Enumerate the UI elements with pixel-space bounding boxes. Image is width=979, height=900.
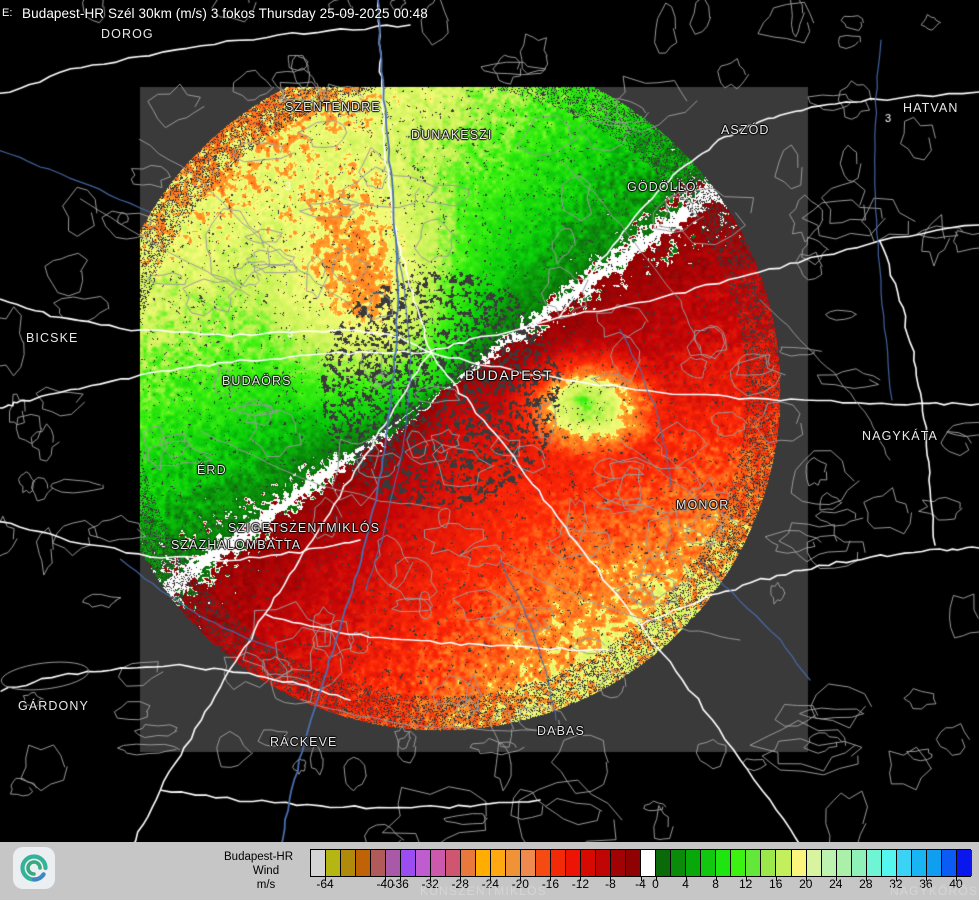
colorbar-tick-label: -64: [316, 877, 334, 891]
colorbar-swatch[interactable]: [536, 850, 552, 876]
colorbar-tick-label: -28: [451, 877, 469, 891]
colorbar-swatch[interactable]: [416, 850, 432, 876]
colorbar-swatch[interactable]: [596, 850, 612, 876]
colorbar-swatch[interactable]: [461, 850, 477, 876]
colorbar-swatch[interactable]: [716, 850, 732, 876]
colorbar-swatch[interactable]: [836, 850, 852, 876]
colorbar-swatch[interactable]: [326, 850, 342, 876]
colorbar-swatch[interactable]: [311, 850, 327, 876]
colorbar-tick-label: 40: [949, 877, 963, 891]
colorbar-swatch[interactable]: [641, 850, 657, 876]
colorbar-tick-label: 0: [652, 877, 659, 891]
colorbar-tick-label: -8: [605, 877, 616, 891]
colorbar-swatch[interactable]: [896, 850, 912, 876]
legend-unit-label: m/s: [256, 879, 276, 891]
colorbar-swatch[interactable]: [956, 850, 972, 876]
colorbar-swatch[interactable]: [626, 850, 642, 876]
colorbar-tick-label: 16: [769, 877, 783, 891]
colorbar-tick-label: 28: [859, 877, 873, 891]
colorbar-swatch[interactable]: [941, 850, 957, 876]
colorbar-tick-label: -24: [481, 877, 499, 891]
colorbar-tick-label: 36: [919, 877, 933, 891]
colorbar-tick-mark: [775, 876, 777, 881]
colorbar-tick-label: -4: [635, 877, 646, 891]
colorbar-swatch[interactable]: [671, 850, 687, 876]
colorbar-tick-mark: [550, 876, 552, 881]
colorbar-tick-mark: [385, 876, 387, 881]
colorbar-tick-label: 8: [712, 877, 719, 891]
colorbar-swatch[interactable]: [476, 850, 492, 876]
colorbar-tick-mark: [925, 876, 927, 881]
colorbar-tick-mark: [835, 876, 837, 881]
colorbar-tick-mark: [715, 876, 717, 881]
colorbar-swatch[interactable]: [761, 850, 777, 876]
colorbar-tick-mark: [865, 876, 867, 881]
colorbar-tick-label: -12: [571, 877, 590, 891]
colorbar-swatch[interactable]: [341, 850, 357, 876]
legend-caption: Budapest-HR Wind m/s: [224, 847, 308, 895]
colorbar-tick-mark: [490, 876, 492, 881]
colorbar-swatch[interactable]: [656, 850, 672, 876]
colorbar-tick-mark: [745, 876, 747, 881]
colorbar-legend-panel: Budapest-HR Wind m/s -64 -40 -36 -32 -28 -24-…: [0, 842, 979, 900]
colorbar-tick-label: -20: [511, 877, 529, 891]
colorbar-swatch[interactable]: [506, 850, 522, 876]
colorbar-tick-mark: [655, 876, 657, 881]
colorbar-swatch[interactable]: [926, 850, 942, 876]
legend-quantity-label: Wind: [252, 865, 280, 877]
colorbar-tick-labels: -64 -40 -36 -32 -28 -24 -20 -16 -12 -8 -4 0 4 8 12 16 20…: [310, 876, 971, 899]
colorbar-tick-mark: [430, 876, 432, 881]
colorbar-swatch[interactable]: [611, 850, 627, 876]
colorbar-tick-label: -40: [376, 877, 394, 891]
colorbar-swatch[interactable]: [821, 850, 837, 876]
colorbar-tick-mark: [520, 876, 522, 881]
colorbar-swatch[interactable]: [686, 850, 702, 876]
colorbar-swatch[interactable]: [401, 850, 417, 876]
colorbar-swatches[interactable]: [310, 849, 972, 877]
colorbar-tick-mark: [955, 876, 957, 881]
colorbar-tick-label: 32: [889, 877, 903, 891]
colorbar-tick-mark: [805, 876, 807, 881]
colorbar-tick-label: -32: [421, 877, 439, 891]
colorbar-tick-mark: [460, 876, 462, 881]
colorbar-swatch[interactable]: [911, 850, 927, 876]
colorbar-tick-mark: [580, 876, 582, 881]
colorbar-swatch[interactable]: [371, 850, 387, 876]
colorbar-swatch[interactable]: [551, 850, 567, 876]
colorbar-swatch[interactable]: [356, 850, 372, 876]
colorbar-tick-mark: [400, 876, 402, 881]
colorbar-swatch[interactable]: [806, 850, 822, 876]
colorbar-swatch[interactable]: [701, 850, 717, 876]
cyclone-spiral-logo-icon[interactable]: [12, 846, 56, 890]
colorbar-swatch[interactable]: [866, 850, 882, 876]
legend-site-label: Budapest-HR: [224, 851, 294, 863]
colorbar-tick-mark: [325, 876, 327, 881]
colorbar-swatch[interactable]: [746, 850, 762, 876]
colorbar-swatch[interactable]: [491, 850, 507, 876]
colorbar-swatch[interactable]: [446, 850, 462, 876]
colorbar-swatch[interactable]: [731, 850, 747, 876]
colorbar-swatch[interactable]: [386, 850, 402, 876]
colorbar-tick-label: 4: [682, 877, 689, 891]
colorbar-tick-mark: [640, 876, 642, 881]
colorbar-tick-label: -36: [391, 877, 409, 891]
colorbar-tick-label: 24: [829, 877, 843, 891]
colorbar-tick-label: -16: [541, 877, 560, 891]
colorbar-tick-mark: [895, 876, 897, 881]
colorbar-tick-mark: [610, 876, 612, 881]
colorbar-swatch[interactable]: [791, 850, 807, 876]
colorbar-swatch[interactable]: [431, 850, 447, 876]
colorbar-tick-label: 20: [799, 877, 813, 891]
colorbar-swatch[interactable]: [851, 850, 867, 876]
colorbar-tick-label: 12: [738, 877, 753, 891]
colorbar-swatch[interactable]: [581, 850, 597, 876]
colorbar-swatch[interactable]: [521, 850, 537, 876]
colorbar-swatch[interactable]: [776, 850, 792, 876]
colorbar-swatch[interactable]: [881, 850, 897, 876]
colorbar-tick-mark: [685, 876, 687, 881]
colorbar-swatch[interactable]: [566, 850, 582, 876]
